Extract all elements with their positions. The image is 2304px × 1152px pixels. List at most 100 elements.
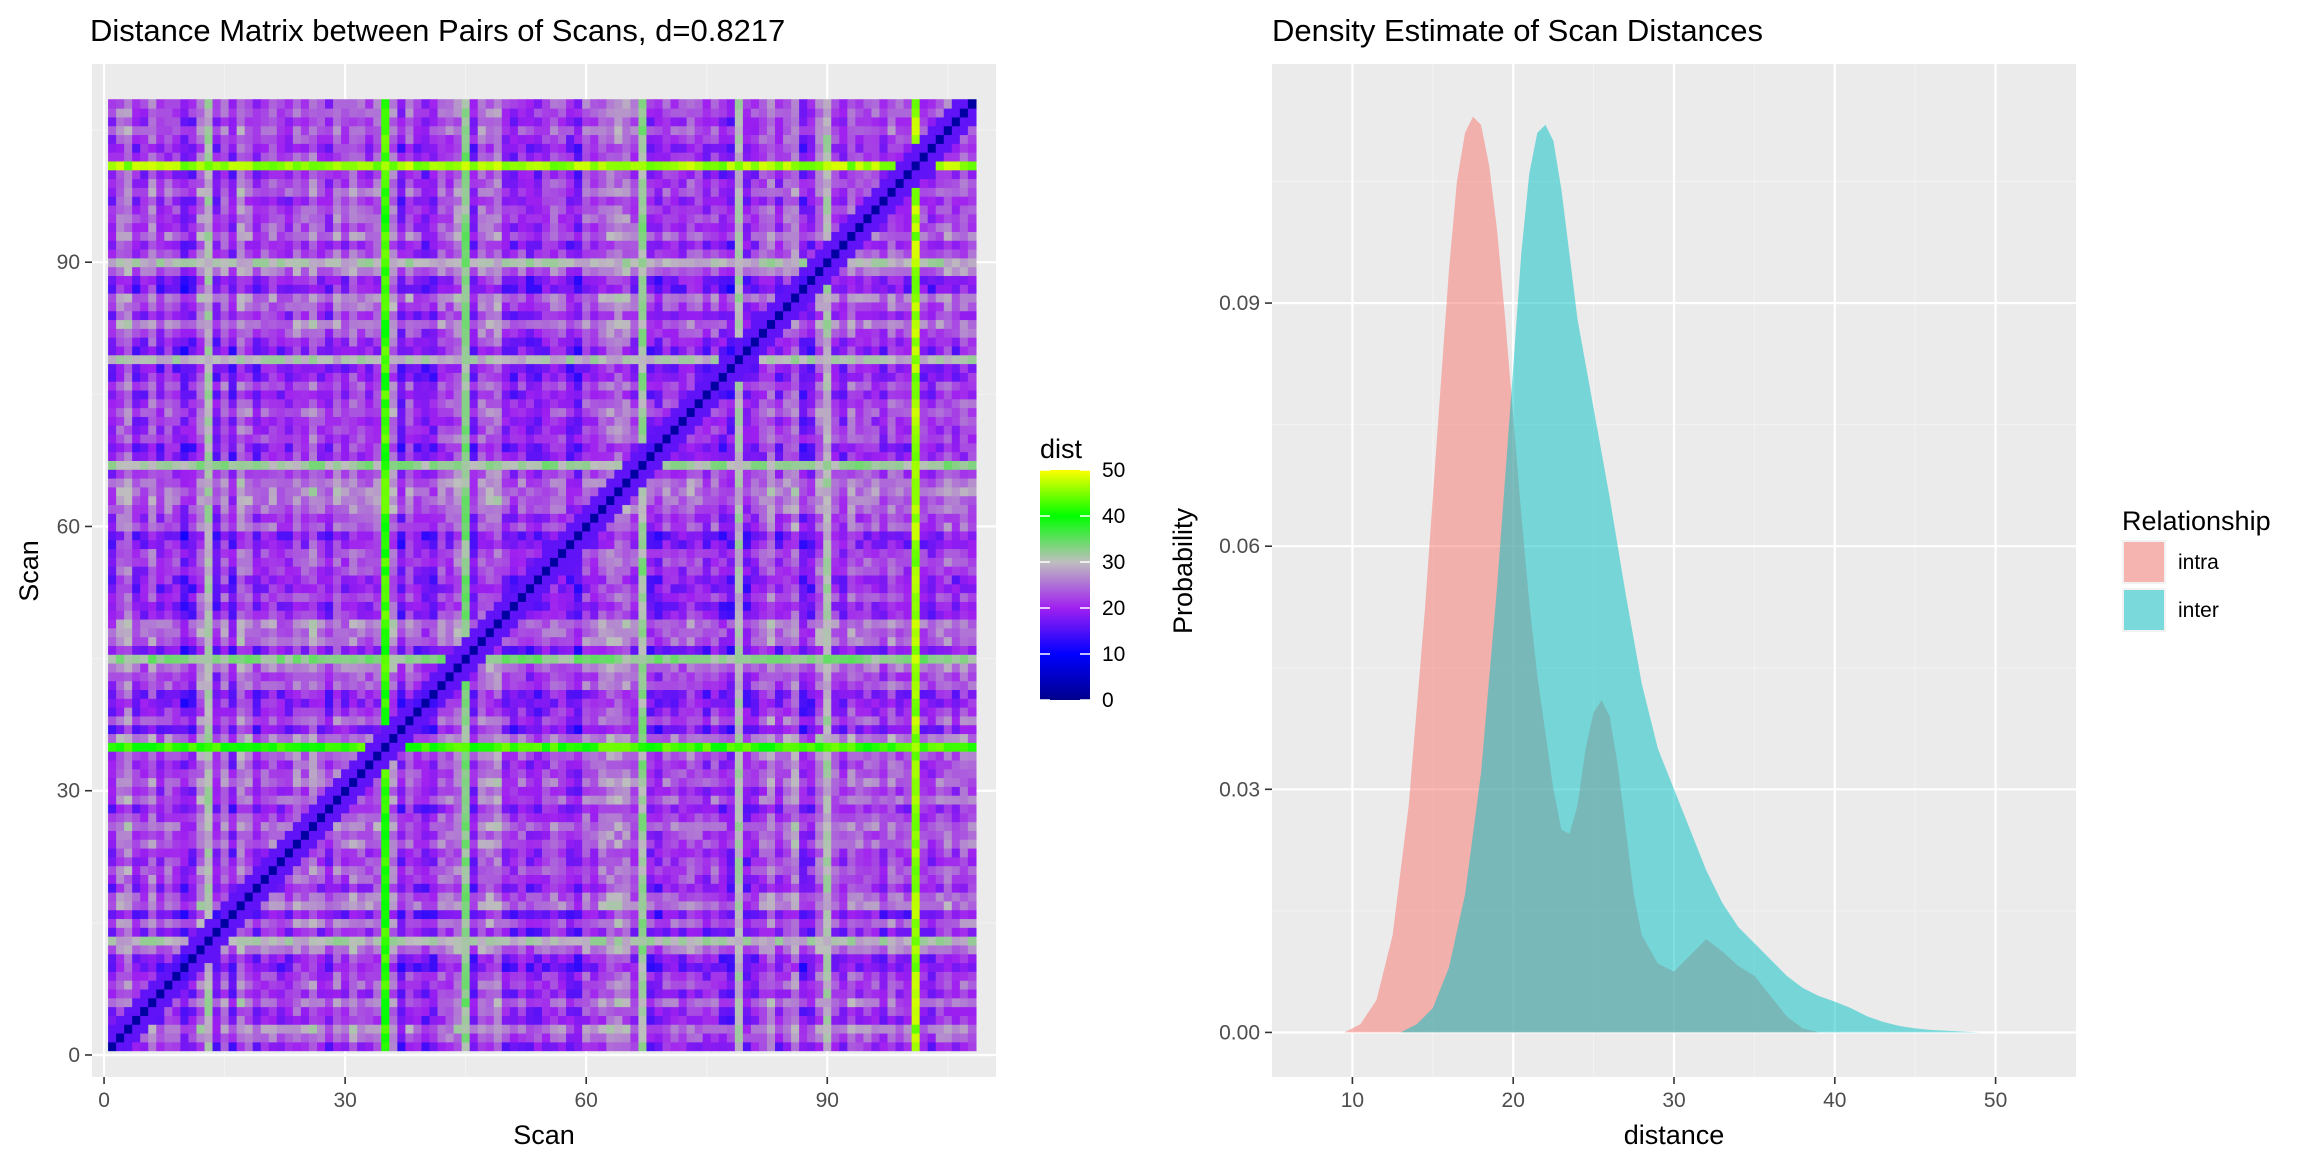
heatmap-cell	[397, 337, 406, 347]
heatmap-cell	[188, 980, 198, 990]
heatmap-cell	[381, 971, 390, 981]
heatmap-cell	[236, 354, 246, 365]
heatmap-cell	[357, 495, 366, 506]
heatmap-cell	[252, 178, 262, 188]
heatmap-cell	[437, 486, 447, 497]
heatmap-cell	[461, 733, 471, 743]
heatmap-cell	[461, 337, 471, 347]
heatmap-cell	[220, 152, 230, 162]
heatmap-cell	[276, 557, 286, 567]
heatmap-cell	[252, 108, 262, 118]
heatmap-cell	[357, 433, 366, 444]
heatmap-cell	[421, 372, 431, 382]
heatmap-cell	[445, 680, 455, 691]
heatmap-cell	[260, 169, 270, 180]
heatmap-cell	[333, 143, 342, 153]
heatmap-cell	[300, 883, 310, 893]
heatmap-cell	[180, 284, 190, 294]
heatmap-cell	[341, 433, 350, 444]
heatmap-cell	[389, 1006, 398, 1016]
heatmap-cell	[381, 363, 390, 373]
heatmap-cell	[405, 953, 415, 964]
heatmap-cell	[284, 152, 294, 162]
heatmap-cell	[333, 592, 342, 602]
heatmap-cell	[405, 108, 415, 118]
heatmap-cell	[236, 821, 246, 831]
heatmap-cell	[260, 944, 270, 955]
heatmap-cell	[204, 372, 214, 382]
heatmap-cell	[268, 222, 278, 232]
heatmap-cell	[276, 671, 286, 682]
heatmap-cell	[357, 988, 366, 999]
heatmap-cell	[252, 539, 262, 550]
heatmap-cell	[108, 231, 117, 241]
heatmap-cell	[453, 698, 463, 708]
heatmap-cell	[445, 398, 455, 409]
heatmap-cell	[445, 389, 455, 400]
heatmap-cell	[212, 645, 222, 655]
heatmap-cell	[333, 777, 342, 787]
heatmap-cell	[373, 433, 382, 444]
heatmap-cell	[292, 495, 302, 506]
heatmap-cell	[469, 478, 479, 488]
heatmap-cell	[204, 918, 214, 928]
heatmap-cell	[381, 671, 390, 682]
heatmap-cell	[220, 962, 230, 972]
heatmap-cell	[172, 425, 181, 435]
heatmap-cell	[180, 742, 190, 752]
heatmap-cell	[220, 134, 230, 144]
heatmap-cell	[333, 513, 342, 523]
heatmap-cell	[413, 522, 423, 532]
heatmap-cell	[349, 134, 358, 144]
heatmap-cell	[325, 636, 334, 646]
heatmap-cell	[276, 812, 286, 823]
heatmap-cell	[268, 169, 278, 180]
heatmap-cell	[325, 178, 334, 188]
heatmap-cell	[204, 927, 214, 937]
heatmap-cell	[164, 971, 173, 981]
heatmap-cell	[148, 1006, 157, 1016]
heatmap-cell	[333, 724, 342, 735]
heatmap-cell	[196, 944, 206, 955]
heatmap-cell	[405, 662, 415, 673]
heatmap-cell	[292, 839, 302, 849]
heatmap-cell	[437, 301, 447, 312]
heatmap-cell	[308, 592, 318, 602]
heatmap-cell	[429, 442, 439, 453]
heatmap-cell	[140, 310, 149, 321]
heatmap-cell	[405, 1015, 415, 1025]
heatmap-cell	[236, 1006, 246, 1016]
heatmap-cell	[116, 900, 125, 911]
heatmap-cell	[124, 433, 133, 444]
heatmap-chart: Distance Matrix between Pairs of Scans, …	[14, 13, 1125, 1150]
heatmap-cell	[276, 152, 286, 162]
heatmap-cell	[124, 751, 133, 761]
heatmap-cell	[365, 125, 374, 136]
heatmap-cell	[148, 927, 157, 937]
heatmap-cell	[180, 504, 190, 514]
heatmap-cell	[461, 795, 471, 805]
heatmap-cell	[341, 539, 350, 550]
heatmap-cell	[164, 574, 173, 585]
heatmap-cell	[397, 892, 406, 902]
heatmap-cell	[140, 213, 149, 224]
heatmap-cell	[325, 522, 334, 532]
heatmap-cell	[413, 803, 423, 814]
heatmap-cell	[172, 936, 181, 946]
heatmap-cell	[220, 724, 230, 735]
heatmap-cell	[341, 988, 350, 999]
heatmap-cell	[140, 539, 149, 550]
heatmap-cell	[140, 997, 149, 1008]
heatmap-cell	[437, 636, 447, 646]
heatmap-cell	[124, 883, 133, 893]
heatmap-cell	[373, 398, 382, 409]
heatmap-cell	[284, 513, 294, 523]
heatmap-cell	[220, 997, 230, 1008]
heatmap-cell	[421, 293, 431, 303]
heatmap-cell	[325, 257, 334, 268]
heatmap-cell	[453, 962, 463, 972]
heatmap-cell	[148, 134, 157, 144]
heatmap-cell	[204, 751, 214, 761]
heatmap-cell	[220, 539, 230, 550]
heatmap-cell	[268, 425, 278, 435]
